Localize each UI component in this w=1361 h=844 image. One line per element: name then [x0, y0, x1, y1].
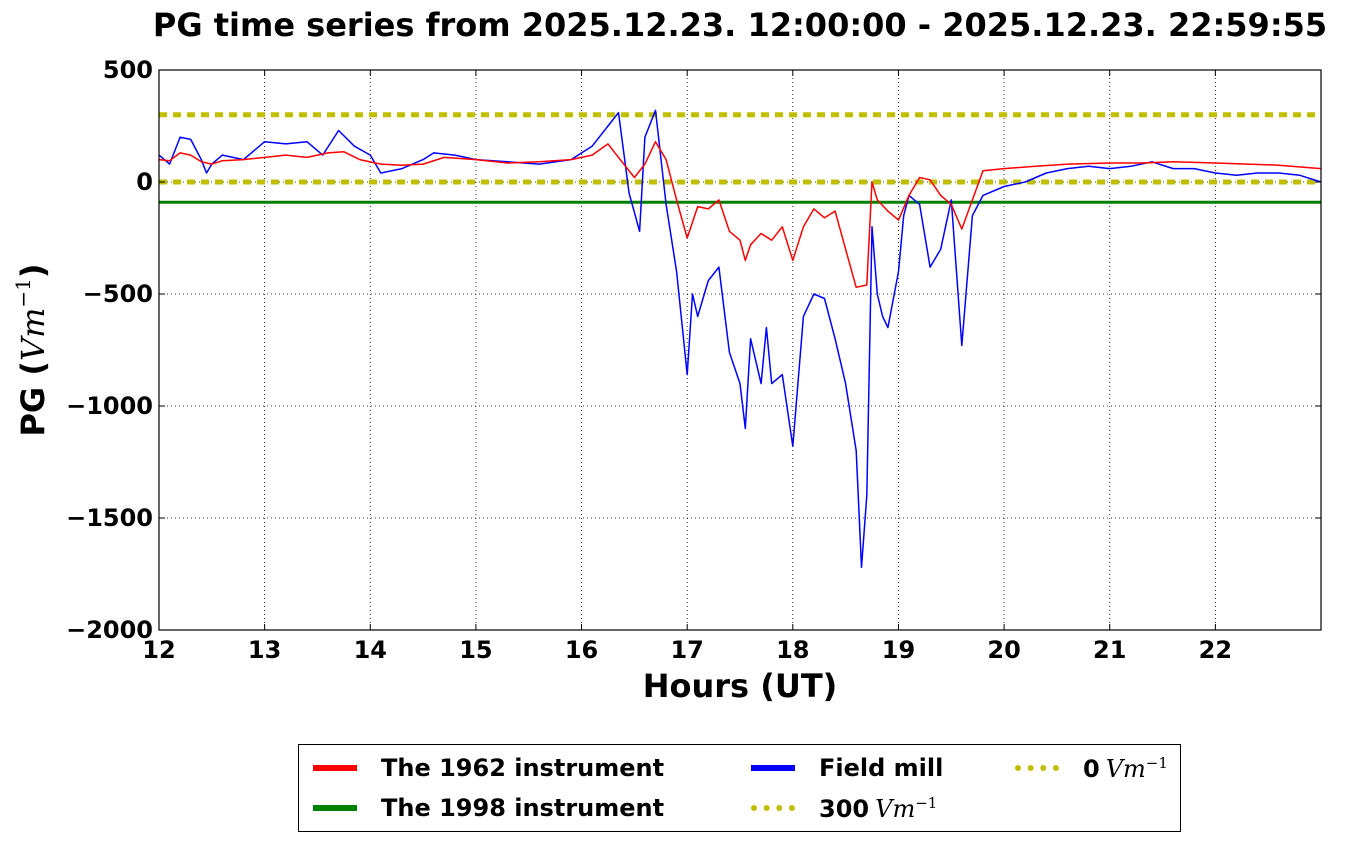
legend-label-1962: The 1962 instrument [381, 754, 665, 782]
legend-item-field-mill: Field mill [751, 753, 943, 783]
plot-area [158, 109, 1322, 569]
x-tick-label: 22 [1199, 636, 1232, 664]
legend-item-1962: The 1962 instrument [313, 753, 664, 783]
x-tick-label: 17 [670, 636, 703, 664]
legend-label-300: 300 Vm−1 [819, 794, 937, 823]
y-tick-label: −1000 [66, 392, 153, 420]
legend-value-0: 0 [1083, 754, 1100, 783]
x-tick-label: 12 [142, 636, 175, 664]
axis-ticks: 12 13 14 15 16 17 18 19 20 21 22 −2000 −1500 −1000 −50… [66, 56, 1321, 664]
y-axis-label: PG (Vm−1) [11, 263, 52, 436]
legend-swatch-yellow-300 [751, 805, 795, 811]
x-tick-label: 15 [459, 636, 492, 664]
x-tick-label: 13 [248, 636, 281, 664]
x-tick-label: 20 [987, 636, 1020, 664]
legend-label-1998: The 1998 instrument [381, 794, 665, 822]
x-axis-label: Hours (UT) [643, 667, 838, 705]
y-tick-label: 500 [103, 56, 153, 84]
legend-item-300: 300 Vm−1 [751, 793, 937, 823]
legend-swatch-yellow-0 [1015, 765, 1059, 771]
legend-swatch-green [313, 805, 357, 811]
y-axis-label-text: PG ( [14, 361, 52, 436]
x-tick-label: 16 [565, 636, 598, 664]
legend-item-0: 0 Vm−1 [1015, 753, 1168, 783]
y-tick-label: −2000 [66, 616, 153, 644]
legend-swatch-blue [751, 765, 795, 771]
legend-unit-0: Vm−1 [1105, 753, 1168, 783]
x-tick-label: 18 [776, 636, 809, 664]
legend-item-1998: The 1998 instrument [313, 793, 664, 823]
legend-label-field-mill: Field mill [819, 754, 944, 782]
chart-title: PG time series from 2025.12.23. 12:00:00… [153, 6, 1327, 44]
y-axis-unit: Vm [14, 308, 52, 361]
legend-unit-300: Vm−1 [875, 793, 938, 823]
legend-swatch-red [313, 765, 357, 771]
legend: The 1962 instrument The 1998 instrument … [298, 744, 1181, 832]
series-line-field-mill [158, 109, 1322, 569]
y-axis-label-close: ) [14, 263, 52, 278]
y-tick-label: −1500 [66, 504, 153, 532]
legend-label-0: 0 Vm−1 [1083, 754, 1168, 783]
x-tick-label: 21 [1093, 636, 1126, 664]
y-tick-label: 0 [136, 168, 153, 196]
grid [159, 70, 1321, 630]
x-tick-label: 19 [882, 636, 915, 664]
x-tick-label: 14 [354, 636, 387, 664]
legend-value-300: 300 [819, 794, 870, 823]
series-line-the-1962-instrument [158, 140, 1322, 289]
plot-frame [158, 69, 1322, 631]
y-tick-label: −500 [83, 280, 153, 308]
y-axis-unit-exp: −1 [11, 278, 35, 307]
